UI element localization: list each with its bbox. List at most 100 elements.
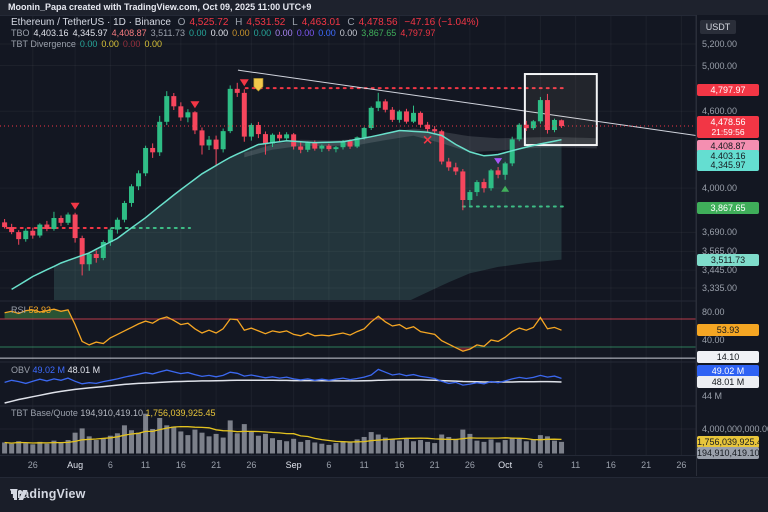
obv-value: 49.02 M [32, 365, 66, 375]
price-badge: 4,408.87 [697, 140, 759, 152]
price-badge-text: 4,797.97 [710, 85, 746, 95]
symbol-legend[interactable]: Ethereum / TetherUS · 1D · Binance O 4,52… [11, 17, 483, 28]
obv-badge: 49.02 M [697, 365, 759, 377]
tbt-divergence-value: 0.00 [122, 39, 141, 49]
rsi-label[interactable]: RSI [11, 305, 27, 315]
tbo-value: 0.00 [253, 28, 272, 38]
rectangle-drawing[interactable] [523, 73, 598, 147]
tbt-divergence-value: 0.00 [101, 39, 119, 49]
x-cross-icon [423, 135, 432, 144]
open-value: 4,525.72 [189, 17, 229, 28]
price-badge-text: 4,345.97 [710, 160, 746, 170]
tbt-divergence-legend[interactable]: TBT Divergence 0.00 0.00 0.00 0.00 [11, 39, 170, 49]
volume-ma-line [4, 425, 562, 444]
obv-label[interactable]: OBV [11, 365, 31, 375]
obv-tick: 44 M [702, 391, 723, 401]
price-badge: 4,345.97 [697, 159, 759, 171]
time-label: 16 [605, 460, 616, 470]
green-triangle-icon [501, 185, 510, 192]
tbo-cloud [54, 130, 562, 300]
volume-label[interactable]: TBT Base/Quote [11, 408, 78, 418]
price-tick: 3,690.00 [702, 227, 738, 238]
tbo-value: 0.00 [296, 28, 315, 38]
obv-ma-line [4, 379, 562, 404]
price-badge-text: 4,403.16 [710, 150, 746, 161]
rsi-badge: 53.93 [697, 324, 759, 337]
volume-quote-value: 1,756,039,925.45 [145, 408, 216, 418]
tbo-value: 4,797.97 [400, 28, 436, 38]
tradingview-logo-text: TradingView [10, 487, 86, 501]
low-label: L [292, 17, 298, 28]
rsi-pane[interactable] [0, 308, 696, 359]
time-label-month: Aug [67, 460, 84, 470]
rsi-value: 53.93 [28, 305, 52, 315]
volume-quote-badge-text: 1,756,039,925.45 [697, 437, 768, 447]
volume-legend[interactable]: TBT Base/Quote 194,910,419.10 1,756,039,… [11, 408, 216, 418]
volume-quote-badge: 1,756,039,925.45 [697, 436, 768, 448]
volume-base-value: 194,910,419.10 [80, 408, 143, 418]
purple-triangle-icon [494, 158, 503, 165]
obv-legend[interactable]: OBV 49.02 M 48.01 M [11, 365, 100, 375]
price-badge: 4,797.97 [697, 84, 759, 96]
time-label: 6 [537, 460, 543, 470]
attribution-bar: Moonin_Papa created with TradingView.com… [0, 0, 768, 15]
obv-pane[interactable] [4, 368, 562, 404]
tbt-divergence-values: 0.00 0.00 0.00 0.00 [80, 39, 166, 49]
volume-pane[interactable] [0, 413, 696, 454]
obv-ma-badge-text: 48.01 M [711, 377, 745, 387]
tbo-value: 0.00 [189, 28, 207, 38]
time-label: 11 [140, 460, 151, 470]
rsi-line [4, 308, 562, 352]
price-tick: 4,600.00 [702, 106, 738, 117]
price-badge-text: 4,478.56 [710, 117, 746, 127]
rsi-tick: 40.00 [702, 335, 725, 345]
time-label: 16 [394, 460, 405, 470]
rsi-badge-text: 14.10 [716, 352, 740, 362]
price-tick: 3,335.00 [702, 282, 738, 293]
tbo-value: 0.00 [275, 28, 293, 38]
price-badge-text: 4,408.87 [710, 141, 746, 151]
tbt-divergence-label[interactable]: TBT Divergence [11, 39, 76, 49]
tbo-value: 0.00 [339, 28, 358, 38]
time-label: 16 [175, 460, 186, 470]
price-tick: 4,000.00 [702, 183, 738, 194]
time-label: 21 [641, 460, 652, 470]
open-label: O [177, 17, 186, 28]
time-label: 26 [464, 460, 475, 470]
low-value: 4,463.01 [301, 17, 341, 28]
tbo-indicator-legend[interactable]: TBO 4,403.16 4,345.97 4,408.87 3,511.73 0.00 0… [11, 28, 443, 38]
time-label: 26 [27, 460, 38, 470]
obv-ma-value: 48.01 M [67, 365, 101, 375]
time-label: 21 [429, 460, 440, 470]
price-badge: 4,403.16 [697, 149, 759, 162]
tradingview-logo-icon [11, 490, 28, 500]
volume-tick: 4,000,000,000.00 [702, 424, 768, 434]
time-label: 21 [211, 460, 222, 470]
time-label-month: Sep [285, 460, 302, 470]
tbo-value: 4,408.87 [111, 28, 147, 38]
symbol-title[interactable]: Ethereum / TetherUS · 1D · Binance [11, 17, 171, 28]
obv-badge-text: 49.02 M [711, 366, 745, 376]
time-label: 11 [570, 460, 581, 470]
time-label: 26 [676, 460, 687, 470]
price-pane[interactable] [0, 43, 700, 337]
yellow-tag-icon[interactable] [253, 78, 264, 92]
tradingview-logo[interactable]: TradingView [10, 487, 86, 501]
tbo-value: 0.00 [318, 28, 336, 38]
time-axis[interactable]: 26 Aug 6 11 16 21 26 Sep 6 11 16 21 26 Oct 6 11 16 21 26 [0, 456, 696, 476]
rsi-legend[interactable]: RSI 53.93 [11, 305, 51, 315]
tbo-label[interactable]: TBO [11, 28, 30, 38]
tbo-value: 3,867.65 [361, 28, 397, 38]
change-value: −47.16 (−1.04%) [404, 17, 479, 28]
tbo-value: 0.00 [232, 28, 250, 38]
tbo-values: 4,403.16 4,345.97 4,408.87 3,511.73 0.00 0.00… [34, 28, 440, 38]
currency-toggle-button[interactable]: USDT [700, 20, 736, 34]
time-label-month: Oct [498, 460, 513, 470]
high-label: H [235, 17, 243, 28]
trendline-drawing[interactable] [237, 69, 700, 136]
price-tick: 3,445.00 [702, 265, 738, 276]
obv-ma-badge: 48.01 M [697, 376, 759, 388]
sell-signal-icon [70, 202, 80, 210]
